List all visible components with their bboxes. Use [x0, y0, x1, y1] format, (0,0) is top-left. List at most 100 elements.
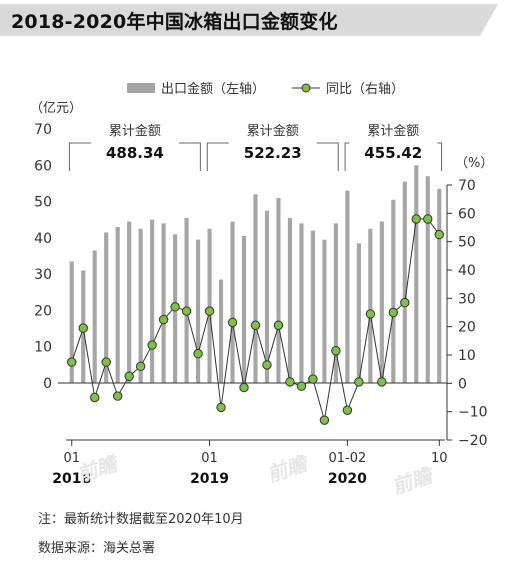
yoy-point	[227, 317, 238, 328]
bar	[425, 176, 430, 383]
yoy-point	[273, 320, 284, 330]
yoy-point	[193, 348, 203, 359]
annotation-label: 累计金额	[109, 123, 161, 139]
right-axis-unit: （%）	[455, 156, 493, 171]
bar	[184, 217, 189, 383]
bar	[196, 239, 201, 383]
left-tick-label: 10	[34, 340, 52, 356]
bar	[379, 221, 384, 383]
yoy-point	[101, 357, 111, 367]
annotation-label: 累计金额	[247, 123, 299, 139]
bar	[161, 223, 166, 383]
left-tick-label: 0	[43, 376, 52, 392]
yoy-point	[262, 360, 272, 370]
bar	[92, 250, 97, 383]
right-tick-label: −20	[458, 433, 488, 449]
yoy-point	[181, 306, 192, 316]
bar	[230, 221, 235, 383]
bar	[138, 228, 143, 383]
right-tick-label: 0	[458, 376, 467, 392]
yoy-point	[90, 392, 100, 403]
yoy-point	[67, 357, 77, 367]
yoy-point	[308, 374, 318, 384]
annotation-box	[349, 119, 438, 165]
bar	[437, 188, 442, 383]
left-tick-label: 50	[34, 195, 52, 211]
left-tick-label: 30	[34, 267, 52, 283]
bar	[414, 165, 419, 383]
bar	[299, 223, 304, 383]
bar	[287, 217, 293, 383]
source-note: 数据来源：海关总署	[38, 541, 156, 556]
legend-bar-label: 出口金额（左轴）	[161, 81, 265, 97]
bar	[264, 210, 270, 383]
yoy-point	[377, 377, 387, 387]
bar	[150, 219, 155, 383]
watermark: 前瞻	[389, 463, 437, 499]
yoy-point	[158, 314, 169, 325]
right-tick-label: 50	[458, 235, 476, 251]
x-tick-month: 01-02	[328, 451, 366, 466]
yoy-point	[331, 346, 341, 356]
left-axis-unit: （亿元）	[30, 101, 82, 116]
yoy-point	[78, 323, 88, 333]
yoy-point	[354, 377, 364, 387]
title-bar: 2018-2020年中国冰箱出口金额变化	[0, 0, 520, 40]
legend-line-label: 同比（右轴）	[326, 82, 404, 97]
watermark: 前瞻	[74, 451, 122, 487]
right-tick-label: 20	[458, 320, 476, 336]
right-tick-label: 40	[458, 263, 476, 279]
bar	[218, 279, 224, 383]
yoy-point	[434, 229, 444, 240]
yoy-point	[319, 415, 330, 425]
annotation-box	[90, 119, 179, 165]
yoy-point	[147, 340, 157, 350]
annotation-value: 488.34	[106, 144, 164, 162]
x-tick-year: 2018	[52, 471, 91, 487]
bar	[115, 226, 120, 383]
right-tick-label: −10	[458, 405, 488, 421]
bar	[104, 232, 109, 383]
x-tick-month: 01	[201, 451, 218, 466]
bar	[391, 199, 396, 383]
annotation-label: 累计金额	[367, 123, 419, 139]
bar	[253, 194, 258, 383]
yoy-point	[411, 214, 421, 224]
bar	[127, 221, 132, 383]
bar	[333, 223, 338, 383]
bar	[207, 228, 212, 383]
legend-line-marker	[301, 83, 311, 93]
chart-svg: 出口金额（左轴） 同比（右轴）（亿元）010203040506070（%）−20−…	[30, 81, 493, 499]
bar	[368, 228, 373, 383]
yoy-point	[365, 309, 376, 319]
left-tick-label: 40	[34, 231, 52, 247]
bar	[356, 243, 361, 383]
chart-title: 2018-2020年中国冰箱出口金额变化	[11, 11, 338, 33]
x-tick-year: 2020	[328, 471, 367, 487]
yoy-point	[285, 377, 295, 387]
right-tick-label: 30	[458, 291, 476, 307]
yoy-point	[250, 320, 261, 330]
yoy-point	[296, 381, 307, 391]
right-tick-label: 10	[458, 348, 476, 364]
annotation-value: 455.42	[364, 144, 422, 162]
yoy-point	[423, 214, 433, 224]
bar	[69, 261, 74, 383]
yoy-point	[216, 402, 226, 413]
watermark: 前瞻	[264, 451, 312, 487]
bar	[310, 230, 315, 383]
x-tick-month: 01	[63, 451, 80, 466]
left-tick-label: 60	[34, 158, 52, 174]
yoy-point	[239, 382, 249, 393]
right-tick-label: 70	[458, 178, 476, 194]
yoy-point	[124, 371, 134, 381]
yoy-point	[388, 307, 399, 318]
bar	[322, 239, 327, 383]
yoy-point	[342, 405, 353, 415]
bar	[276, 197, 281, 383]
x-tick-month: 10	[431, 451, 448, 466]
title-band	[0, 4, 498, 36]
yoy-point	[112, 391, 123, 401]
bar	[402, 181, 407, 383]
